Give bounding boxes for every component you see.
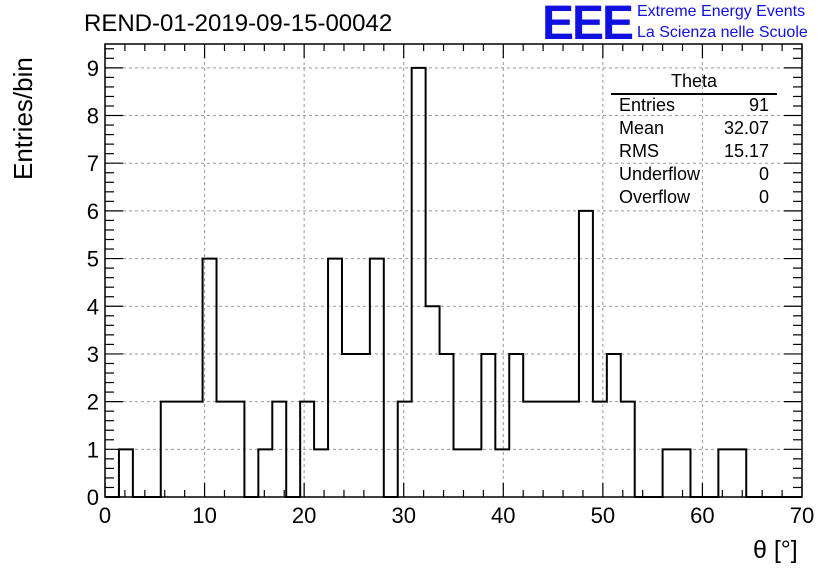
histogram-series-line <box>105 66 802 498</box>
logo-line-2: La Scienza nelle Scuole <box>637 24 808 41</box>
stats-row-entries: Entries 91 <box>611 95 777 118</box>
y-tick-label: 7 <box>87 151 99 176</box>
y-tick-label: 0 <box>87 485 99 510</box>
histogram-bin <box>579 211 593 497</box>
histogram-bin <box>523 402 537 497</box>
histogram-bin <box>551 402 565 497</box>
y-tick-label: 5 <box>87 247 99 272</box>
y-tick-label: 4 <box>87 294 99 319</box>
x-axis-label: θ [°] <box>753 536 798 564</box>
x-tick-label: 40 <box>491 503 515 528</box>
stats-label: RMS <box>619 141 659 161</box>
plot-frame <box>104 43 803 498</box>
histogram-bin <box>621 402 635 497</box>
stats-value: 0 <box>758 187 769 207</box>
histogram-bin <box>412 68 426 497</box>
histogram-bin <box>342 354 356 497</box>
histogram-bin <box>718 449 732 497</box>
stats-label: Overflow <box>619 187 691 207</box>
histogram-bin <box>607 354 621 497</box>
histogram-bin <box>467 449 481 497</box>
histogram-bin <box>175 402 189 497</box>
y-tick-label: 2 <box>87 390 99 415</box>
histogram-bin <box>258 449 272 497</box>
histogram-bin <box>300 402 314 497</box>
x-tick-label: 70 <box>790 503 814 528</box>
y-tick-label: 8 <box>87 104 99 129</box>
x-tick-label: 60 <box>690 503 714 528</box>
stats-box: Theta Entries 91 Mean 32.07 RMS 15.17 Un… <box>611 71 777 210</box>
chart-title: REND-01-2019-09-15-00042 <box>84 10 393 37</box>
histogram-bin <box>509 354 523 497</box>
stats-row-overflow: Overflow 0 <box>611 187 777 210</box>
histogram-bin <box>370 259 384 497</box>
x-tick-label: 0 <box>99 503 111 528</box>
x-tick-label: 20 <box>292 503 316 528</box>
histogram-bin <box>398 402 412 497</box>
histogram-bin <box>454 449 468 497</box>
logo-line-1: Extreme Energy Events <box>637 3 806 20</box>
y-tick-label: 6 <box>87 199 99 224</box>
histogram-bin <box>440 354 454 497</box>
stats-value: 91 <box>748 95 769 115</box>
histogram-bin <box>161 402 175 497</box>
stats-value: 15.17 <box>723 141 769 161</box>
y-axis-label: Entries/bin <box>8 57 38 180</box>
y-tick-label: 9 <box>87 56 99 81</box>
histogram-bin <box>272 402 286 497</box>
y-tick-label: 1 <box>87 437 99 462</box>
histogram-bin <box>537 402 551 497</box>
histogram-bin <box>593 402 607 497</box>
histogram-bin <box>356 354 370 497</box>
stats-label: Mean <box>619 118 665 138</box>
histogram-bin <box>495 449 509 497</box>
histogram-bin <box>119 449 133 497</box>
histogram-bin <box>565 402 579 497</box>
stats-row-underflow: Underflow 0 <box>611 164 777 187</box>
histogram-bin <box>314 449 328 497</box>
x-tick-label: 30 <box>391 503 415 528</box>
histogram-bin <box>677 449 691 497</box>
histogram-bin <box>481 354 495 497</box>
histogram-bin <box>732 449 746 497</box>
y-tick-label: 3 <box>87 342 99 367</box>
stats-value: 32.07 <box>723 118 769 138</box>
stats-title: Theta <box>611 71 777 95</box>
stats-label: Underflow <box>619 164 701 184</box>
stats-row-mean: Mean 32.07 <box>611 118 777 141</box>
histogram-bin <box>203 259 217 497</box>
x-tick-label: 50 <box>591 503 615 528</box>
histogram-bin <box>426 306 440 497</box>
histogram-bin <box>189 402 203 497</box>
histogram-bin <box>663 449 677 497</box>
eee-logo: EEE <box>542 0 634 50</box>
histogram-bin <box>230 402 244 497</box>
stats-label: Entries <box>619 95 676 115</box>
histogram-bin <box>328 259 342 497</box>
stats-value: 0 <box>758 164 769 184</box>
histogram-bin <box>217 402 231 497</box>
stats-row-rms: RMS 15.17 <box>611 141 777 164</box>
x-tick-label: 10 <box>192 503 216 528</box>
